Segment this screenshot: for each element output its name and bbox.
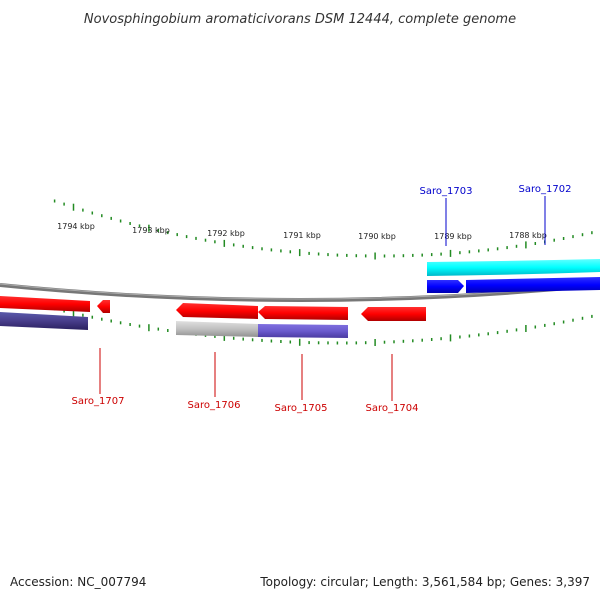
ruler-labels: 1794 kbp 1793 kbp 1792 kbp 1791 kbp 1790…	[57, 222, 547, 241]
gene-label[interactable]: Saro_1703	[420, 186, 473, 197]
gene-label[interactable]: Saro_1702	[519, 184, 572, 195]
genome-summary-text: Topology: circular; Length: 3,561,584 bp…	[260, 575, 590, 589]
map-title: Novosphingobium aromaticivorans DSM 1244…	[84, 12, 516, 27]
gene-saro-1708[interactable]	[0, 296, 90, 312]
ruler-label: 1794 kbp	[57, 222, 95, 231]
gene-saro-1706[interactable]	[176, 303, 258, 319]
gene-saro-1703[interactable]	[427, 280, 464, 293]
gene-saro-1705[interactable]	[258, 306, 348, 320]
feature-purple-band[interactable]	[258, 324, 348, 338]
accession-text: Accession: NC_007794	[10, 575, 147, 589]
gene-label[interactable]: Saro_1707	[72, 396, 125, 407]
feature-navy-band[interactable]	[0, 312, 88, 330]
gene-label[interactable]: Saro_1706	[188, 400, 241, 411]
gene-saro-1704[interactable]	[361, 307, 426, 321]
feature-gray-band[interactable]	[176, 321, 258, 337]
gene-saro-1707[interactable]	[97, 300, 110, 313]
ruler-label: 1789 kbp	[434, 232, 472, 241]
gene-saro-1702[interactable]	[466, 277, 600, 293]
ruler-label: 1792 kbp	[207, 229, 245, 238]
gene-label[interactable]: Saro_1705	[275, 403, 328, 414]
ruler-label: 1788 kbp	[509, 231, 547, 240]
ruler-ticks	[53, 199, 593, 346]
feature-cyan-band[interactable]	[427, 259, 600, 276]
ruler-label: 1790 kbp	[358, 232, 396, 241]
backbone-ring	[0, 283, 600, 302]
gene-label[interactable]: Saro_1704	[366, 403, 419, 414]
ruler-label: 1793 kbp	[132, 226, 170, 235]
ruler-label: 1791 kbp	[283, 231, 321, 240]
